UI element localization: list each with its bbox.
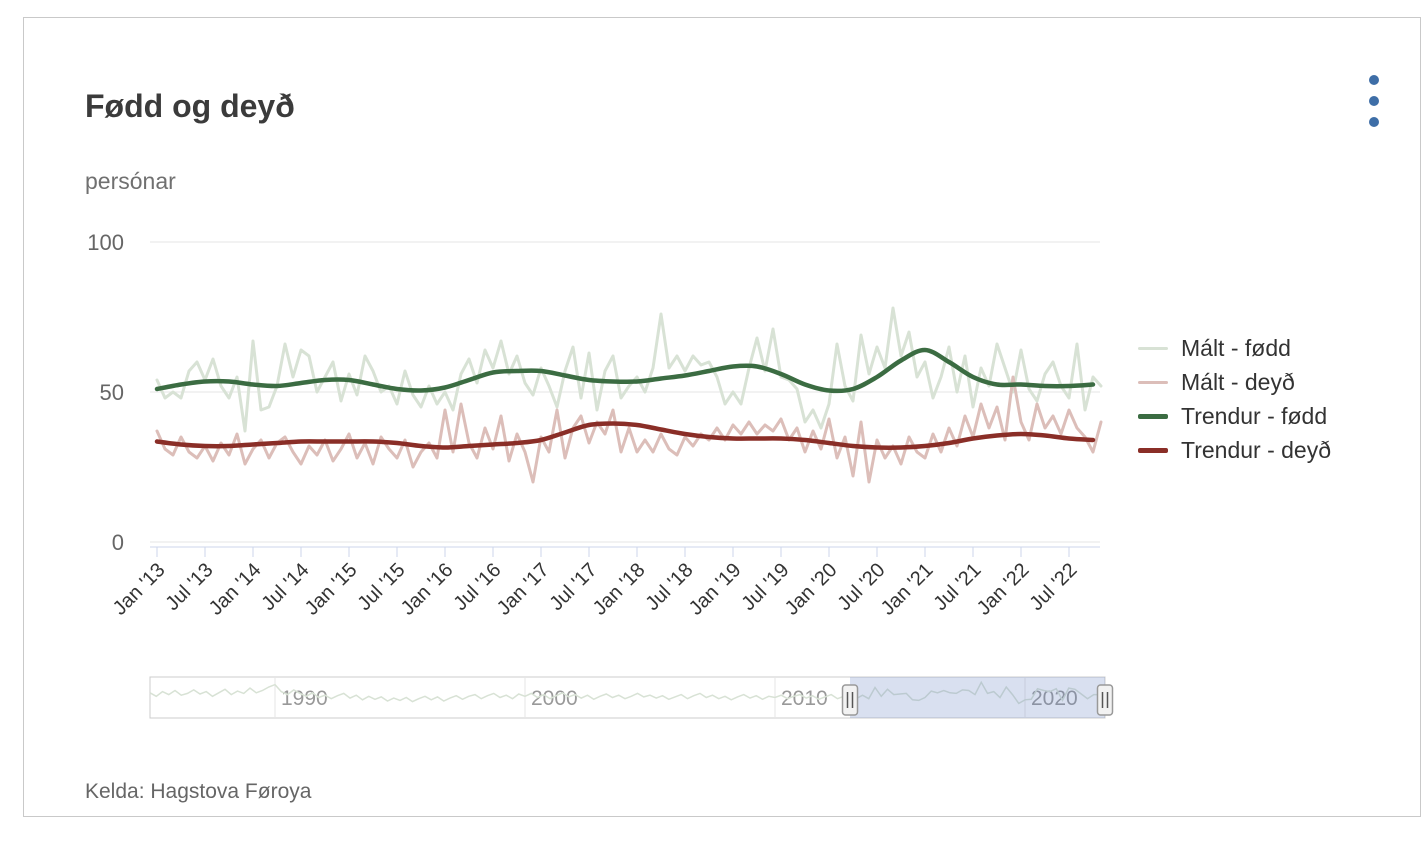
navigator-handle-left[interactable] (841, 684, 859, 716)
navigator-series-line (149, 680, 1100, 705)
x-axis-label: Jan '16 (397, 559, 458, 620)
navigator-selected-range[interactable] (850, 677, 1105, 718)
y-axis-label: 50 (100, 380, 124, 405)
page-title: Fødd og deyð (85, 88, 295, 124)
legend-swatch-malt-fodd (1138, 346, 1168, 350)
legend-item-trendur-fodd[interactable]: Trendur - fødd (1138, 399, 1331, 433)
x-axis-label: Jan '14 (205, 559, 266, 620)
y-axis-label: 0 (112, 530, 124, 555)
legend-label-trendur-deyd: Trendur - deyð (1181, 436, 1331, 463)
x-axis-label: Jul '22 (1026, 559, 1082, 615)
x-axis-label: Jan '22 (973, 559, 1034, 620)
y-axis-label: 100 (87, 230, 124, 255)
y-axis-title: persónar (85, 168, 176, 194)
x-axis-label: Jan '19 (685, 559, 746, 620)
menu-dot-icon (1369, 117, 1379, 127)
context-menu-button[interactable] (1366, 75, 1382, 138)
legend: Mált - fødd Mált - deyð Trendur - fødd T… (1138, 331, 1331, 467)
x-axis-label: Jan '20 (781, 559, 842, 620)
chart-card (23, 17, 1421, 817)
navigator-handle-right[interactable] (1096, 684, 1114, 716)
series-line-trendur-f-dd (154, 347, 1096, 394)
legend-label-trendur-fodd: Trendur - fødd (1181, 402, 1328, 429)
x-axis-label: Jan '18 (589, 559, 650, 620)
x-axis-label: Jan '21 (877, 559, 938, 620)
menu-dot-icon (1369, 96, 1379, 106)
x-axis-label: Jan '15 (301, 559, 362, 620)
series-line-m-lt-dey- (155, 375, 1103, 484)
legend-item-malt-fodd[interactable]: Mált - fødd (1138, 331, 1331, 365)
x-axis-label: Jan '13 (109, 559, 170, 620)
legend-label-malt-deyd: Mált - deyð (1181, 368, 1295, 395)
legend-swatch-malt-deyd (1138, 380, 1168, 384)
series-line-trendur-dey- (154, 421, 1096, 450)
navigator-year-label: 2000 (531, 687, 578, 710)
navigator-year-label: 2010 (781, 687, 828, 710)
x-axis-label: Jan '17 (493, 559, 554, 620)
source-credit: Kelda: Hagstova Føroya (85, 780, 312, 803)
menu-dot-icon (1369, 75, 1379, 85)
navigator-year-label: 1990 (281, 687, 328, 710)
legend-swatch-trendur-deyd (1138, 447, 1168, 453)
legend-item-trendur-deyd[interactable]: Trendur - deyð (1138, 433, 1331, 467)
legend-item-malt-deyd[interactable]: Mált - deyð (1138, 365, 1331, 399)
legend-swatch-trendur-fodd (1138, 413, 1168, 419)
legend-label-malt-fodd: Mált - fødd (1181, 334, 1291, 361)
